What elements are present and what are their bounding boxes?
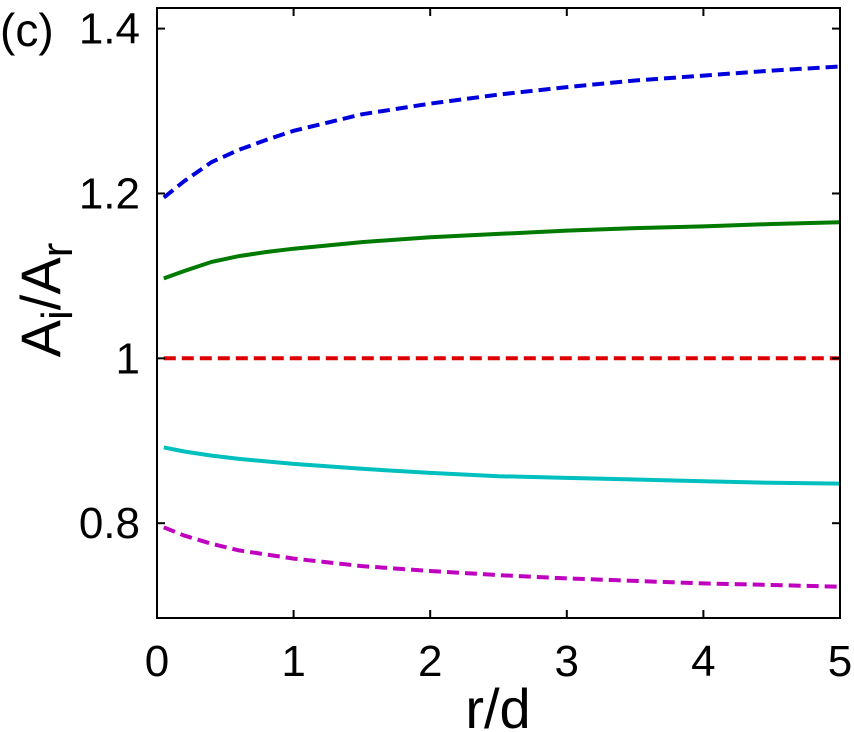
y-axis-label-sub1: i — [33, 310, 82, 320]
y-tick-label: 1 — [116, 334, 140, 383]
tick-layer: 0 1 2 3 4 5 0.8 1 1.2 1.4 — [79, 5, 852, 686]
x-tick-label: 3 — [555, 637, 579, 686]
x-tick-label: 4 — [691, 637, 715, 686]
y-axis-label: Ai/Ar — [9, 243, 82, 358]
x-tick-label: 0 — [145, 637, 169, 686]
y-axis-label-base: A — [9, 319, 72, 357]
series-line-2 — [163, 220, 841, 281]
panel-label: (c) — [0, 4, 54, 56]
series-line-1 — [162, 64, 841, 200]
x-axis-label: r/d — [465, 677, 530, 732]
y-tick-label: 0.8 — [79, 499, 140, 548]
x-tick-label: 5 — [828, 637, 852, 686]
series-line-5 — [163, 525, 841, 589]
x-tick-label: 2 — [418, 637, 442, 686]
series-layer — [162, 64, 841, 589]
y-axis-label-sep: /A — [9, 257, 72, 311]
series-line-4 — [163, 445, 841, 486]
y-tick-label: 1.4 — [79, 5, 140, 54]
y-tick-label: 1.2 — [79, 169, 140, 218]
x-tick-label: 1 — [281, 637, 305, 686]
plot-area-frame — [156, 7, 841, 619]
y-axis-label-sub2: r — [33, 243, 82, 258]
